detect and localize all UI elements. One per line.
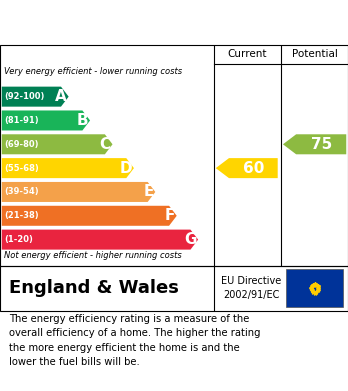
Polygon shape [216,158,278,178]
Text: EU Directive
2002/91/EC: EU Directive 2002/91/EC [221,276,281,300]
Text: (39-54): (39-54) [4,187,39,196]
Polygon shape [2,158,134,178]
Text: (92-100): (92-100) [4,92,45,101]
Text: D: D [120,161,132,176]
Text: B: B [77,113,88,128]
Polygon shape [283,134,346,154]
Polygon shape [2,134,112,154]
Text: The energy efficiency rating is a measure of the
overall efficiency of a home. T: The energy efficiency rating is a measur… [9,314,260,367]
Polygon shape [2,230,198,249]
Text: Energy Efficiency Rating: Energy Efficiency Rating [9,15,230,30]
Text: 60: 60 [243,161,264,176]
Text: A: A [55,89,67,104]
Polygon shape [2,206,177,226]
Text: G: G [184,232,196,247]
Text: C: C [100,137,111,152]
Text: Current: Current [228,49,267,59]
Text: England & Wales: England & Wales [9,279,179,298]
Polygon shape [2,111,90,131]
Polygon shape [2,87,69,107]
Text: Not energy efficient - higher running costs: Not energy efficient - higher running co… [4,251,182,260]
Text: E: E [143,185,153,199]
Text: (81-91): (81-91) [4,116,39,125]
Text: F: F [165,208,175,223]
Text: (1-20): (1-20) [4,235,33,244]
Text: (21-38): (21-38) [4,211,39,220]
Text: (69-80): (69-80) [4,140,39,149]
Polygon shape [2,182,155,202]
Text: 75: 75 [310,137,332,152]
Bar [286,269,343,307]
Text: Very energy efficient - lower running costs: Very energy efficient - lower running co… [4,67,182,76]
Text: Potential: Potential [292,49,338,59]
Text: (55-68): (55-68) [4,163,39,172]
